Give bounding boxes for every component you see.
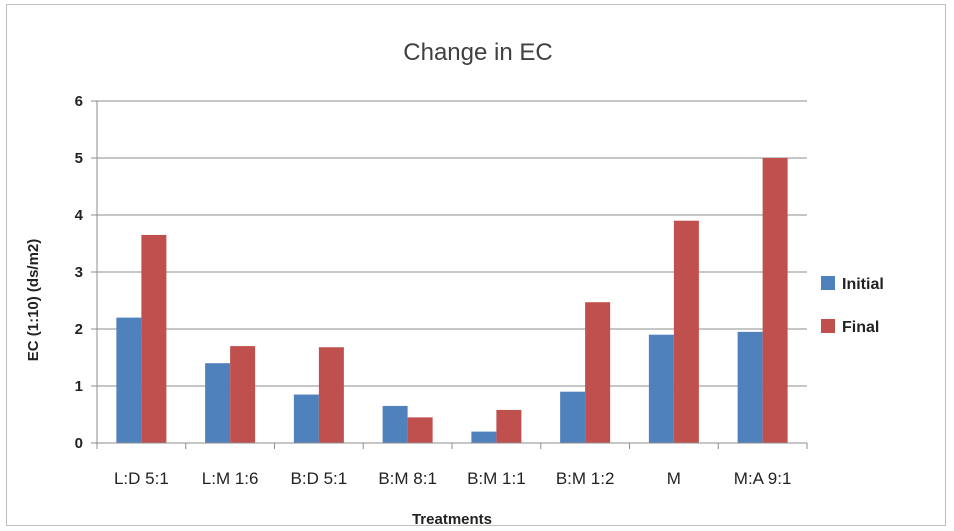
bars bbox=[116, 158, 788, 443]
y-axis-title: EC (1:10) (ds/m2) bbox=[25, 239, 42, 362]
x-category-label: B:M 8:1 bbox=[378, 469, 437, 488]
bar-initial bbox=[382, 405, 408, 443]
gridlines bbox=[97, 100, 807, 387]
bar-final bbox=[496, 409, 522, 443]
bar-final bbox=[230, 346, 256, 443]
bar-final bbox=[762, 158, 788, 443]
y-tick-label: 6 bbox=[75, 93, 83, 110]
bar-final bbox=[318, 347, 344, 443]
x-category-label: B:M 1:2 bbox=[556, 469, 615, 488]
x-category-labels: L:D 5:1 L:M 1:6 B:D 5:1 B:M 8:1 B:M 1:1 B:M 1… bbox=[114, 469, 791, 488]
y-tick-labels: 0 1 2 3 4 5 6 bbox=[75, 93, 84, 452]
y-tick-label: 1 bbox=[75, 378, 83, 395]
chart-title: Change in EC bbox=[403, 39, 552, 66]
legend-swatch-initial bbox=[821, 276, 835, 290]
x-category-label: M bbox=[667, 469, 681, 488]
bar-initial bbox=[560, 391, 586, 443]
y-tick-label: 0 bbox=[75, 435, 83, 452]
y-tick-label: 4 bbox=[75, 207, 84, 224]
bar-initial bbox=[293, 394, 319, 443]
legend-swatch-final bbox=[821, 319, 835, 333]
x-category-label: M:A 9:1 bbox=[734, 469, 792, 488]
axes bbox=[91, 100, 808, 449]
y-tick-label: 3 bbox=[75, 264, 83, 281]
bar-final bbox=[141, 234, 167, 443]
bar-initial bbox=[648, 334, 674, 443]
legend: Initial Final bbox=[821, 276, 884, 336]
bar-final bbox=[673, 220, 699, 443]
x-category-label: B:M 1:1 bbox=[467, 469, 526, 488]
x-axis-title: Treatments bbox=[412, 511, 492, 528]
x-category-label: L:M 1:6 bbox=[202, 469, 259, 488]
bar-initial bbox=[471, 431, 497, 443]
y-tick-label: 2 bbox=[75, 321, 83, 338]
x-category-label: L:D 5:1 bbox=[114, 469, 169, 488]
bar-final bbox=[407, 417, 433, 443]
y-tick-label: 5 bbox=[75, 150, 83, 167]
bar-final bbox=[585, 302, 611, 443]
legend-label-initial: Initial bbox=[842, 276, 884, 293]
bar-initial bbox=[205, 363, 231, 443]
legend-label-final: Final bbox=[842, 319, 879, 336]
bar-initial bbox=[116, 317, 142, 443]
bar-initial bbox=[737, 331, 763, 443]
x-category-label: B:D 5:1 bbox=[291, 469, 348, 488]
